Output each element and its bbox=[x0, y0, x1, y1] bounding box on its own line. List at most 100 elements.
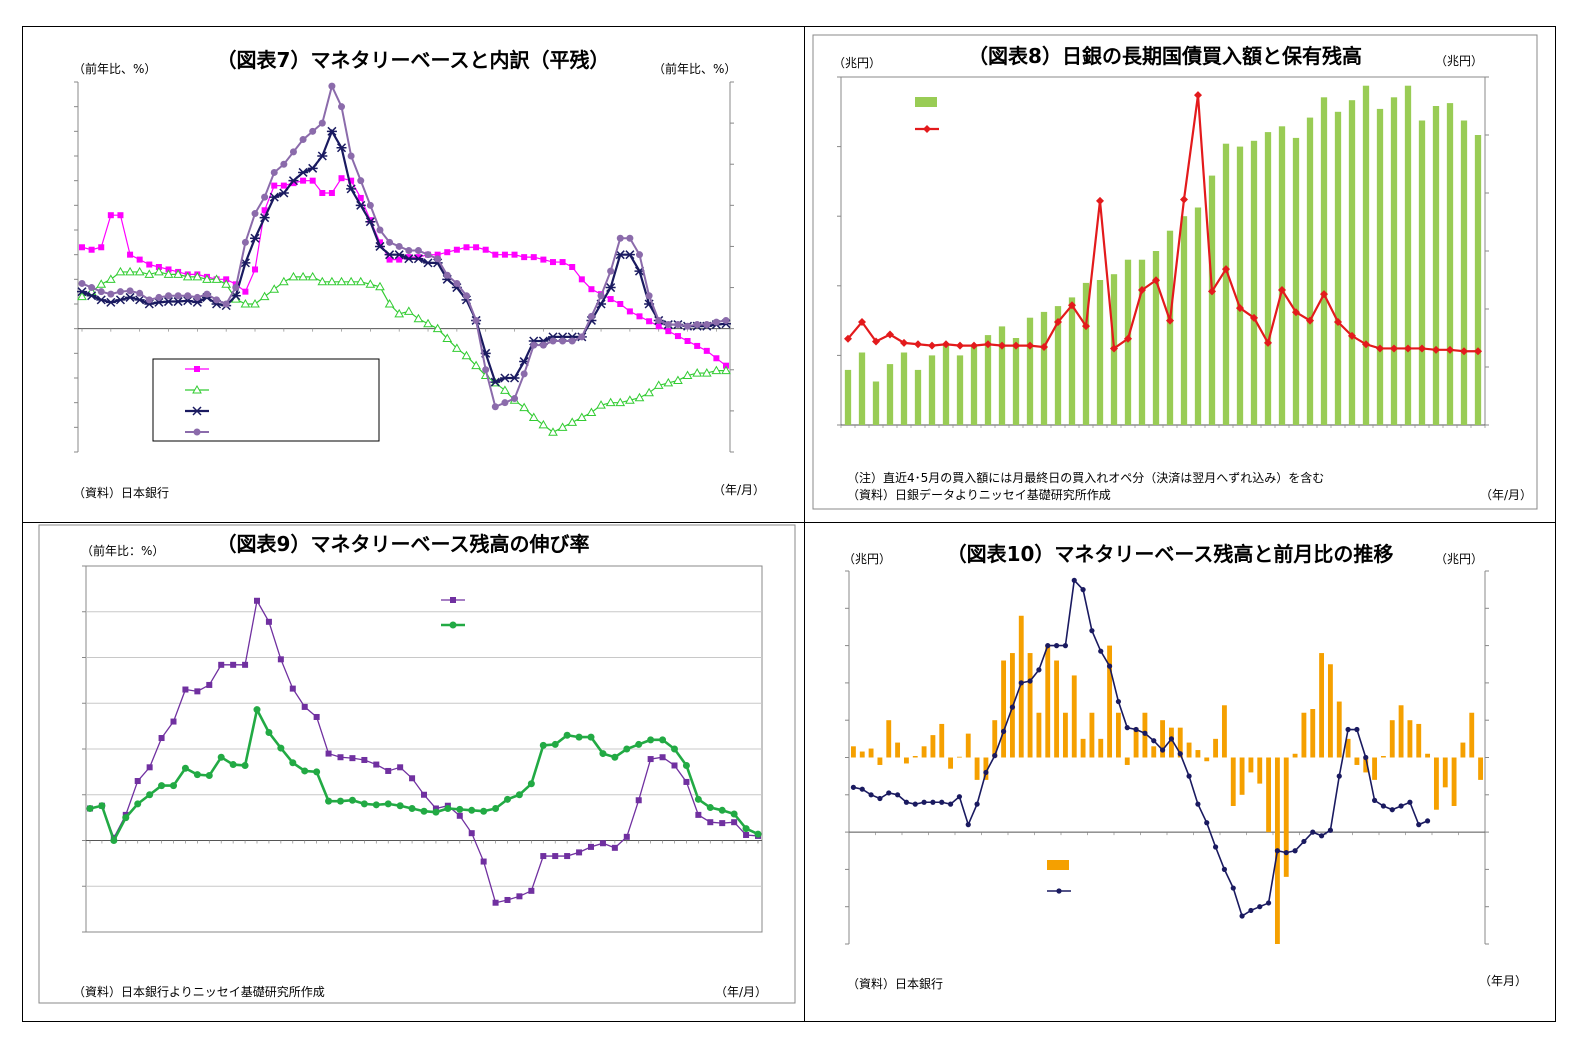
bar bbox=[1474, 135, 1482, 425]
bar bbox=[965, 733, 971, 758]
data-point bbox=[261, 193, 269, 201]
data-point bbox=[694, 795, 702, 803]
bar bbox=[1180, 216, 1188, 425]
bar bbox=[1068, 297, 1076, 425]
data-point bbox=[692, 368, 703, 377]
data-point bbox=[611, 753, 619, 761]
chart-title: （図表10）マネタリーベース残高と前月比の推移 bbox=[947, 542, 1394, 566]
data-point bbox=[170, 782, 177, 790]
data-point bbox=[146, 764, 153, 771]
bar bbox=[1152, 251, 1160, 425]
data-point bbox=[261, 207, 268, 214]
data-point bbox=[134, 295, 145, 305]
data-point bbox=[992, 753, 998, 759]
data-point bbox=[1068, 301, 1076, 310]
data-point bbox=[576, 412, 587, 421]
data-point bbox=[270, 168, 278, 176]
data-point bbox=[348, 177, 355, 184]
data-point bbox=[673, 375, 683, 384]
data-point bbox=[1027, 678, 1033, 684]
data-point bbox=[511, 251, 518, 258]
data-point bbox=[616, 234, 624, 242]
data-point bbox=[549, 259, 556, 266]
data-point bbox=[1320, 290, 1328, 299]
data-point bbox=[1376, 344, 1384, 353]
bar bbox=[1204, 757, 1210, 762]
data-point bbox=[384, 298, 395, 308]
data-point bbox=[221, 279, 232, 288]
bar bbox=[1018, 615, 1024, 758]
data-point bbox=[250, 233, 261, 243]
data-point bbox=[1292, 308, 1300, 317]
data-point bbox=[413, 254, 424, 264]
bar bbox=[1310, 709, 1316, 758]
data-point bbox=[665, 328, 672, 335]
bar bbox=[1082, 282, 1090, 425]
bar bbox=[1257, 757, 1263, 784]
bar bbox=[1469, 712, 1475, 758]
data-point bbox=[126, 287, 134, 295]
data-point bbox=[242, 661, 249, 668]
data-point bbox=[1264, 338, 1272, 347]
panel-divider-horizontal bbox=[22, 522, 1556, 523]
time-unit: （年/月） bbox=[1480, 488, 1532, 502]
data-point bbox=[79, 244, 85, 251]
data-point bbox=[413, 313, 424, 323]
bar bbox=[1071, 675, 1077, 758]
data-point bbox=[605, 397, 616, 407]
data-point bbox=[211, 274, 222, 283]
data-point bbox=[511, 395, 519, 403]
data-point bbox=[154, 266, 164, 276]
data-point bbox=[1106, 663, 1113, 669]
data-point bbox=[155, 293, 163, 301]
data-point bbox=[645, 292, 653, 300]
data-point bbox=[325, 750, 332, 757]
data-point bbox=[269, 284, 280, 293]
data-point bbox=[423, 318, 433, 328]
data-point bbox=[551, 740, 559, 748]
data-point bbox=[1418, 344, 1426, 353]
data-point bbox=[355, 200, 366, 210]
data-point bbox=[170, 718, 177, 725]
time-unit: （年/月） bbox=[715, 985, 767, 999]
data-point bbox=[444, 249, 451, 256]
bar bbox=[1432, 106, 1440, 425]
data-point bbox=[1301, 838, 1307, 845]
data-point bbox=[1151, 738, 1157, 744]
time-unit: （年月） bbox=[1479, 974, 1527, 988]
bar bbox=[844, 369, 852, 425]
data-point bbox=[1000, 728, 1007, 734]
data-point bbox=[504, 795, 511, 803]
data-point bbox=[1390, 344, 1398, 353]
data-point bbox=[289, 685, 296, 692]
data-point bbox=[117, 212, 124, 219]
chart-monetary-base-balance: （図表10）マネタリーベース残高と前月比の推移 （兆円） （兆円） （資料）日本… bbox=[843, 542, 1527, 991]
bar bbox=[1334, 111, 1342, 426]
data-point bbox=[144, 269, 155, 278]
data-point bbox=[288, 176, 299, 186]
data-point bbox=[1124, 334, 1132, 343]
bar bbox=[992, 720, 998, 758]
bar bbox=[1239, 757, 1245, 795]
bar bbox=[983, 757, 989, 780]
bar bbox=[984, 335, 992, 425]
data-point bbox=[136, 256, 143, 263]
data-point bbox=[540, 853, 547, 860]
left-axis-unit: （兆円） bbox=[833, 56, 881, 70]
chart-frame bbox=[38, 524, 796, 1004]
data-point bbox=[713, 355, 720, 362]
data-point bbox=[742, 825, 750, 833]
figure-grid bbox=[22, 26, 1556, 1022]
bar bbox=[1389, 720, 1395, 758]
data-point bbox=[664, 321, 672, 329]
data-point bbox=[240, 298, 251, 308]
data-point bbox=[1026, 341, 1034, 350]
bar bbox=[900, 352, 908, 425]
data-point bbox=[298, 167, 309, 177]
data-point bbox=[1239, 913, 1245, 919]
bar bbox=[928, 355, 936, 425]
bar bbox=[1380, 756, 1386, 758]
bar bbox=[1327, 664, 1333, 758]
data-point bbox=[421, 791, 427, 798]
bar bbox=[956, 756, 962, 758]
